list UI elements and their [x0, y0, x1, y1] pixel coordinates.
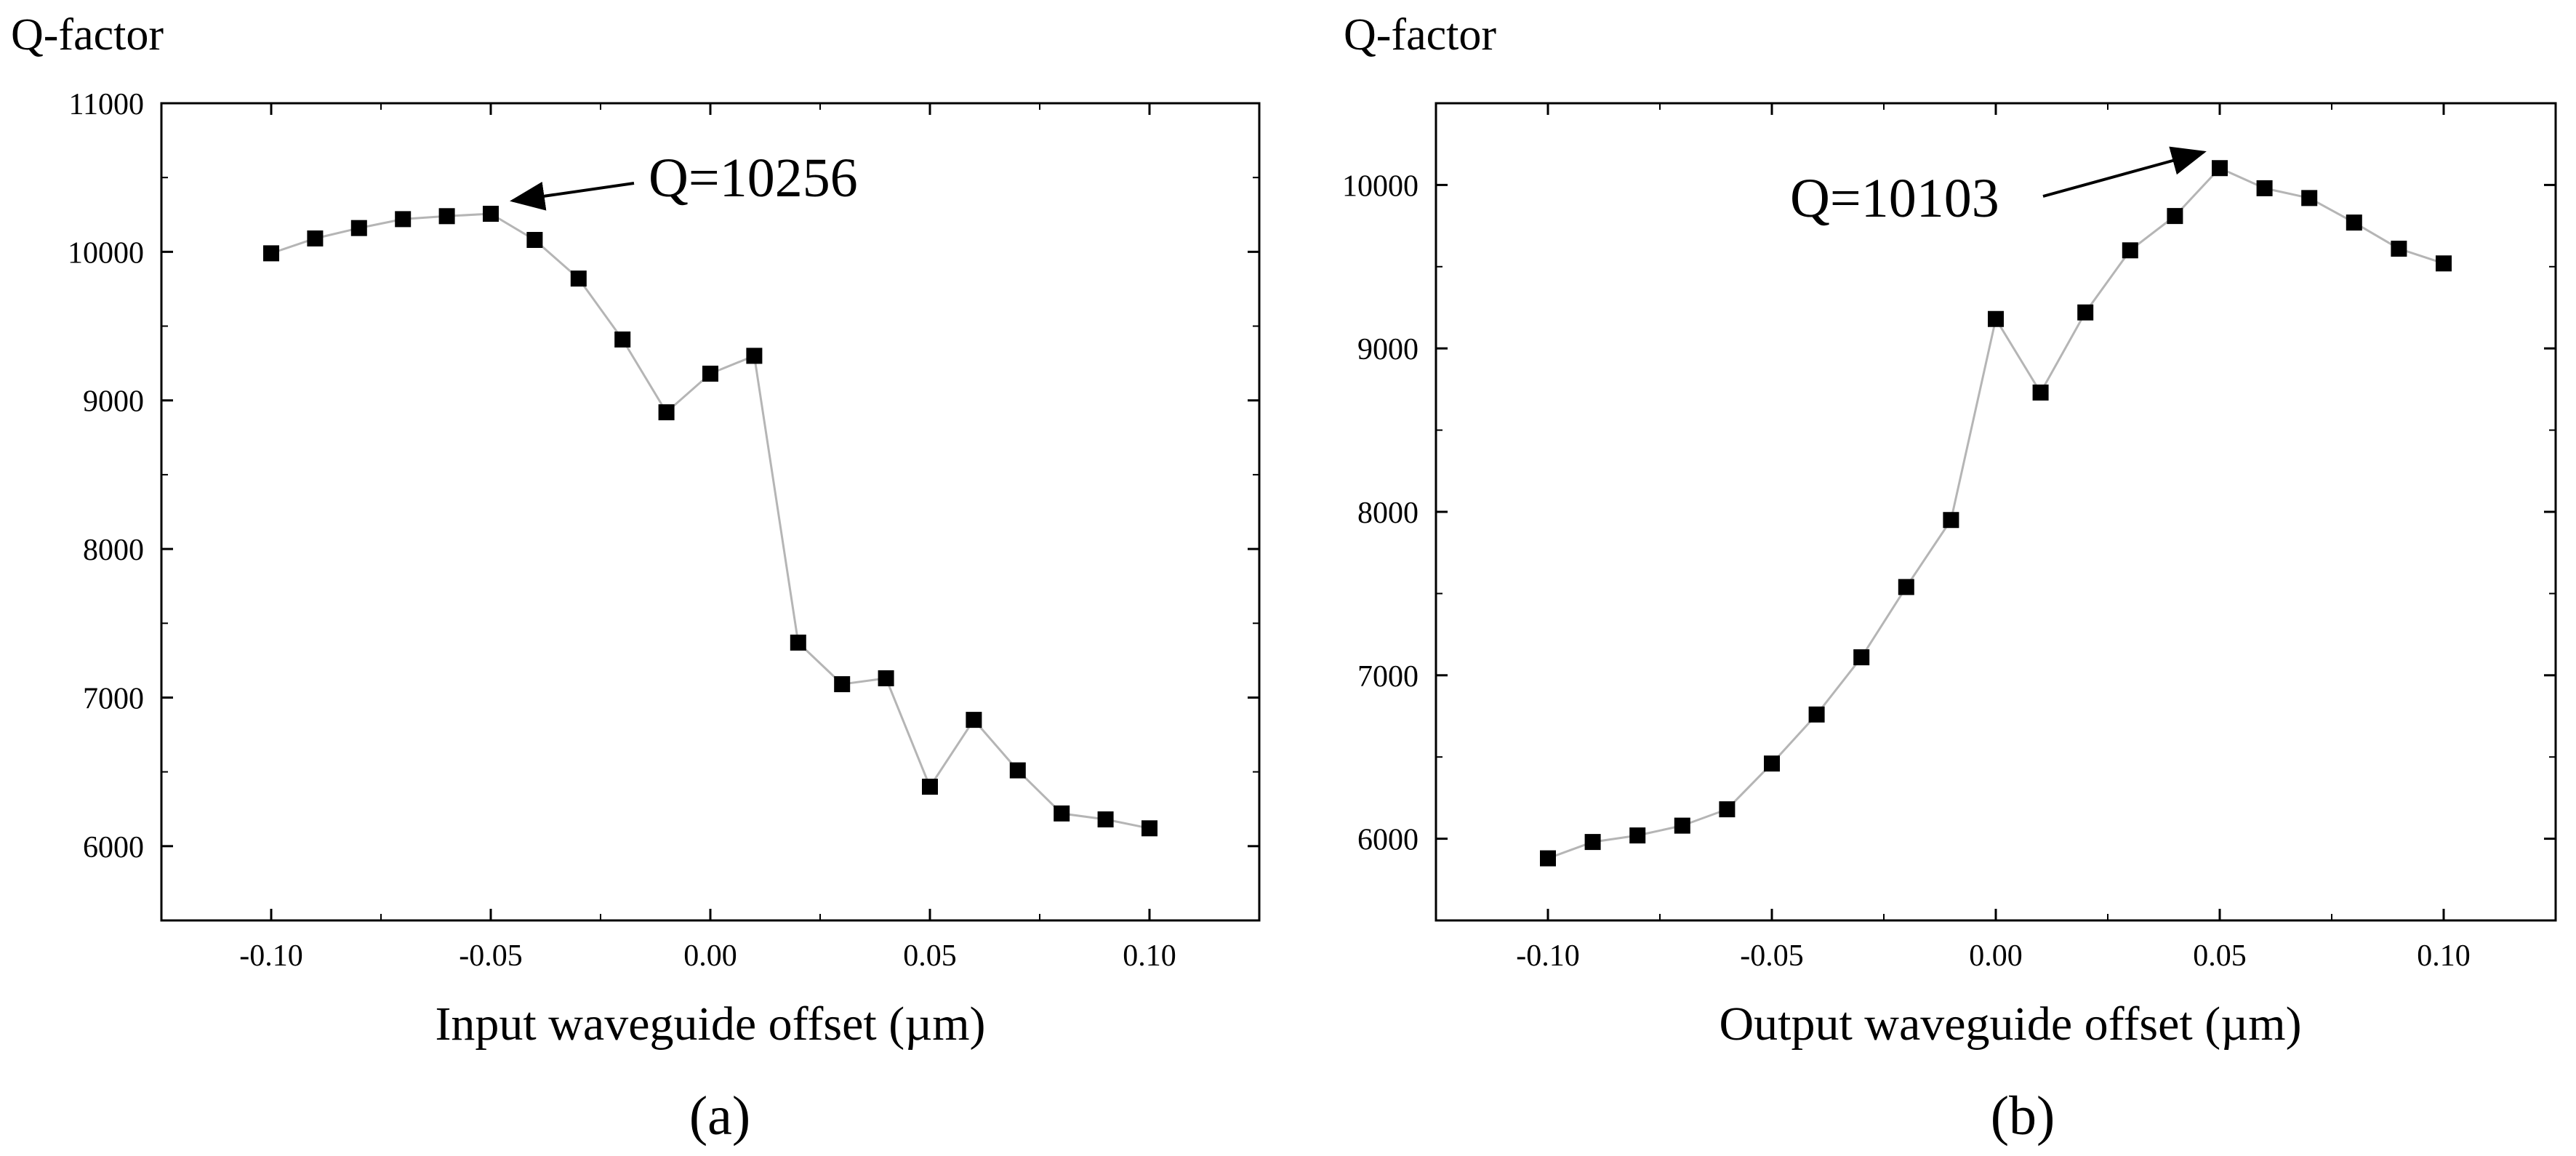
data-point	[483, 206, 499, 222]
data-point	[922, 779, 938, 795]
x-tick-label: 0.00	[1969, 939, 2023, 973]
data-point	[307, 230, 324, 246]
data-point	[263, 245, 279, 262]
data-point	[1988, 310, 2004, 327]
series-line	[1547, 166, 2444, 860]
data-point	[438, 208, 455, 225]
y-tick-label: 10000	[68, 236, 144, 270]
data-point	[702, 365, 718, 382]
data-point	[1764, 755, 1780, 772]
x-tick-label: 0.10	[2417, 939, 2471, 973]
y-axis-label: Q-factor	[11, 10, 164, 60]
data-point	[1943, 512, 1959, 529]
chart-panel-b: Q-factor -0.10 -0.05 0.00 0.05 0.10 6000 7000 8…	[1342, 10, 2557, 1147]
data-point	[2256, 180, 2273, 196]
x-tick-label: -0.05	[459, 939, 523, 973]
data-point	[395, 211, 412, 228]
x-tick-label: 0.05	[2193, 939, 2247, 973]
data-point	[2212, 160, 2228, 177]
data-point	[658, 404, 675, 421]
y-tick-label: 9000	[83, 385, 144, 419]
annotation-text: Q=10256	[649, 148, 858, 209]
y-tick-label: 6000	[1357, 824, 1419, 857]
data-point	[1009, 762, 1026, 779]
y-tick-label: 9000	[1357, 333, 1419, 366]
panel-label: (b)	[1991, 1085, 2055, 1147]
x-axis-label: Input waveguide offset (µm)	[435, 998, 985, 1051]
x-tick-label: -0.05	[1740, 939, 1804, 973]
data-point	[2301, 190, 2318, 206]
data-point	[1674, 817, 1690, 834]
data-point	[834, 676, 851, 693]
data-point	[1584, 834, 1601, 851]
annotation-text: Q=10103	[1790, 168, 1999, 229]
x-tick-label: -0.10	[1516, 939, 1580, 973]
chart-panel-a: Q-factor -0.10 -0.05 0.00 0.05 0.10 6000 7000 8…	[11, 10, 1261, 1147]
annotation-arrow	[2042, 146, 2207, 198]
series-markers	[263, 206, 1157, 837]
data-point	[2346, 214, 2362, 231]
annotation-arrow	[510, 181, 635, 211]
data-point	[878, 670, 894, 686]
data-point	[790, 634, 806, 651]
data-point	[1853, 649, 1870, 666]
plot-frame	[160, 102, 1261, 922]
axis-ticks: -0.10 -0.05 0.00 0.05 0.10 6000 7000 8000 9000 10…	[1342, 103, 2556, 973]
series-line	[270, 212, 1150, 830]
data-point	[1719, 801, 1736, 818]
data-point	[1141, 820, 1157, 837]
data-point	[1808, 706, 1825, 723]
data-point	[1629, 827, 1646, 844]
data-point	[526, 232, 543, 249]
data-point	[350, 220, 367, 236]
y-tick-label: 7000	[83, 682, 144, 715]
data-point	[966, 712, 982, 728]
y-tick-label: 11000	[69, 88, 144, 121]
y-axis-label: Q-factor	[1344, 10, 1496, 60]
axis-ticks: -0.10 -0.05 0.00 0.05 0.10 6000 7000 8000 9000 10…	[68, 88, 1260, 973]
data-point	[2122, 242, 2138, 259]
data-point	[746, 348, 763, 364]
data-point	[614, 331, 631, 348]
y-tick-label: 8000	[1357, 497, 1419, 530]
data-point	[1540, 850, 1556, 867]
x-axis-label: Output waveguide offset (µm)	[1719, 998, 2301, 1051]
data-point	[2167, 208, 2183, 225]
data-point	[1097, 811, 1114, 828]
y-tick-label: 10000	[1342, 169, 1419, 203]
data-point	[2077, 304, 2094, 321]
panel-label: (a)	[689, 1085, 750, 1147]
data-point	[1898, 579, 1914, 595]
x-tick-label: -0.10	[239, 939, 303, 973]
data-point	[570, 270, 587, 287]
y-tick-label: 7000	[1357, 660, 1419, 694]
data-point	[2032, 384, 2049, 401]
x-tick-label: 0.05	[903, 939, 957, 973]
data-point	[2436, 255, 2452, 272]
y-tick-label: 8000	[83, 534, 144, 567]
x-tick-label: 0.00	[683, 939, 737, 973]
series-markers	[1540, 160, 2452, 867]
data-point	[2391, 241, 2407, 257]
y-tick-label: 6000	[83, 831, 144, 864]
x-tick-label: 0.10	[1123, 939, 1176, 973]
data-point	[1054, 805, 1070, 822]
